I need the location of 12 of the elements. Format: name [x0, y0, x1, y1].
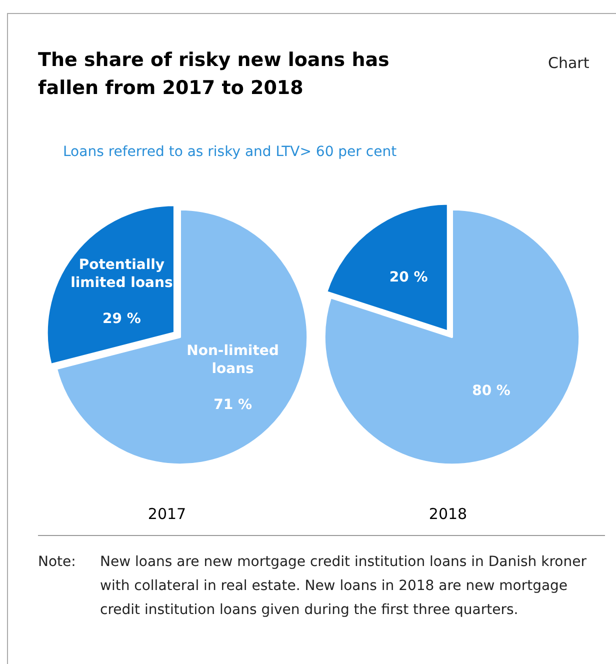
slice-label: Non-limited loans — [186, 342, 279, 377]
data-label: 80 % — [472, 383, 510, 400]
data-label: 71 % — [214, 396, 252, 413]
text: 2017 — [146, 505, 188, 523]
text: Chart — [548, 54, 590, 72]
data-label: 29 % — [102, 310, 141, 327]
text: Note: New loans are new mortgage credit institution loans in Danish kroner with collateral in real estate. New loans in 2018 are new mortgage credit institution loans given during the first three quarters. — [38, 554, 586, 618]
data-label: 20 % — [389, 269, 428, 286]
slice-label: Potentially limited loans — [70, 256, 173, 291]
text: 2018 — [428, 505, 468, 523]
chart-title: The share of risky new loans has fallen from 2017 to 2018 — [38, 48, 390, 101]
chart-subtitle: Loans referred to as risky and LTV> 60 per cent — [63, 144, 397, 160]
